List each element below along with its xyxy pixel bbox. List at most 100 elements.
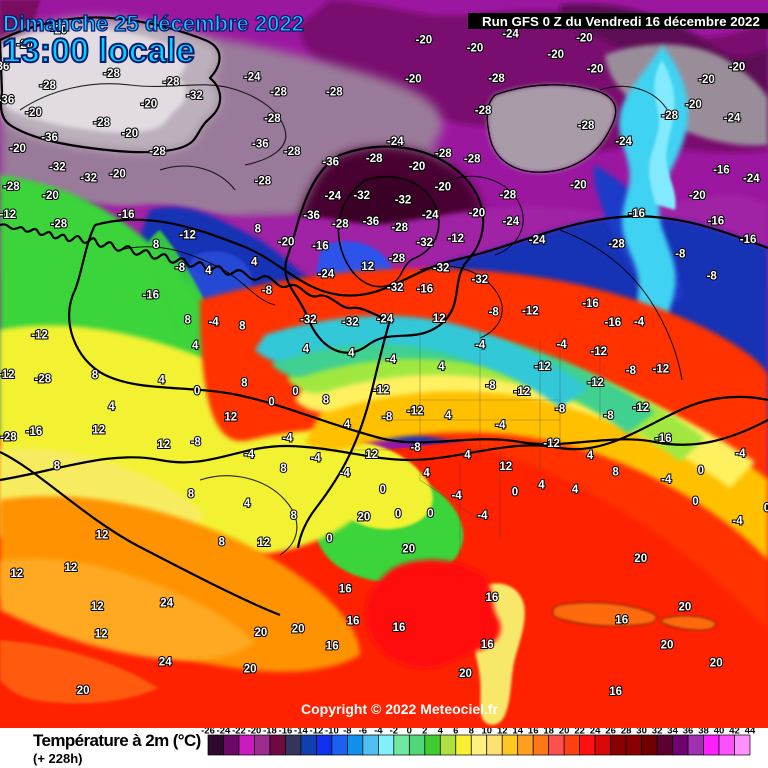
svg-text:-16: -16 <box>582 298 599 310</box>
svg-text:-8: -8 <box>603 410 614 422</box>
svg-text:-24: -24 <box>387 136 404 148</box>
svg-text:-4: -4 <box>282 432 293 444</box>
svg-text:-16: -16 <box>655 433 672 445</box>
svg-text:0: 0 <box>698 465 704 477</box>
svg-text:-32: -32 <box>186 90 203 102</box>
svg-text:28: 28 <box>621 728 632 737</box>
svg-text:-32: -32 <box>387 282 404 294</box>
svg-text:-36: -36 <box>363 216 380 228</box>
svg-text:-4: -4 <box>310 453 321 465</box>
svg-text:24: 24 <box>160 597 173 609</box>
svg-text:42: 42 <box>729 728 740 737</box>
svg-text:4: 4 <box>348 348 355 360</box>
svg-text:44: 44 <box>745 728 756 737</box>
svg-text:-36: -36 <box>303 210 320 222</box>
svg-text:-16: -16 <box>118 209 135 221</box>
svg-text:-12: -12 <box>407 406 424 418</box>
svg-text:12: 12 <box>361 261 374 273</box>
svg-text:-8: -8 <box>485 380 496 392</box>
svg-text:-8: -8 <box>343 728 351 737</box>
svg-text:-24: -24 <box>615 136 632 148</box>
svg-text:-8: -8 <box>555 403 566 415</box>
svg-text:-4: -4 <box>340 468 351 480</box>
svg-text:-12: -12 <box>590 346 607 358</box>
svg-text:16: 16 <box>326 641 339 653</box>
svg-text:-20: -20 <box>405 74 422 86</box>
svg-text:12: 12 <box>365 449 378 461</box>
svg-text:-20: -20 <box>570 180 587 192</box>
svg-text:36: 36 <box>683 728 694 737</box>
svg-text:16: 16 <box>486 592 499 604</box>
svg-text:8: 8 <box>612 467 619 479</box>
svg-text:0: 0 <box>395 509 401 521</box>
svg-text:4: 4 <box>438 728 444 737</box>
svg-text:-20: -20 <box>415 35 432 47</box>
svg-text:24: 24 <box>590 728 601 737</box>
svg-text:20: 20 <box>244 664 257 676</box>
svg-text:-8: -8 <box>175 262 186 274</box>
svg-text:-28: -28 <box>332 218 349 230</box>
svg-text:-28: -28 <box>3 181 20 193</box>
svg-text:-4: -4 <box>374 728 383 737</box>
svg-text:-36: -36 <box>322 157 339 169</box>
svg-text:4: 4 <box>423 468 430 480</box>
svg-text:-16: -16 <box>142 290 159 302</box>
svg-text:14: 14 <box>512 728 523 737</box>
svg-text:8: 8 <box>290 510 297 522</box>
svg-text:0: 0 <box>379 484 385 496</box>
svg-text:22: 22 <box>574 728 585 737</box>
svg-text:16: 16 <box>528 728 539 737</box>
svg-text:0: 0 <box>407 728 412 737</box>
svg-text:-20: -20 <box>547 49 564 61</box>
svg-text:-16: -16 <box>713 165 730 177</box>
svg-text:8: 8 <box>188 489 195 501</box>
svg-text:-16: -16 <box>416 283 433 295</box>
svg-text:-32: -32 <box>395 195 412 207</box>
svg-text:4: 4 <box>158 374 165 386</box>
svg-text:20: 20 <box>634 553 647 565</box>
svg-text:-4: -4 <box>556 339 567 351</box>
svg-text:4: 4 <box>244 498 251 510</box>
svg-text:8: 8 <box>239 321 246 333</box>
svg-text:-12: -12 <box>633 402 650 414</box>
svg-text:-28: -28 <box>326 87 343 99</box>
svg-text:-28: -28 <box>499 189 516 201</box>
svg-text:-12: -12 <box>310 728 324 737</box>
svg-text:-20: -20 <box>409 161 426 173</box>
svg-text:-32: -32 <box>300 314 317 326</box>
svg-text:4: 4 <box>572 484 579 496</box>
svg-text:-20: -20 <box>729 61 746 73</box>
svg-text:-14: -14 <box>294 728 308 737</box>
svg-text:12: 12 <box>95 629 108 641</box>
svg-text:4: 4 <box>445 410 452 422</box>
svg-text:12: 12 <box>65 562 78 574</box>
svg-text:-12: -12 <box>0 209 16 221</box>
svg-text:-12: -12 <box>587 377 604 389</box>
svg-text:-32: -32 <box>49 162 66 174</box>
svg-text:-20: -20 <box>25 107 42 119</box>
svg-text:-4: -4 <box>732 515 743 527</box>
svg-text:-4: -4 <box>451 490 462 502</box>
svg-text:-20: -20 <box>9 143 26 155</box>
svg-text:24: 24 <box>159 657 172 669</box>
svg-text:-18: -18 <box>263 728 277 737</box>
svg-text:-12: -12 <box>447 233 464 245</box>
svg-text:-28: -28 <box>608 238 625 250</box>
svg-text:-26: -26 <box>201 728 215 737</box>
svg-text:-28: -28 <box>391 222 408 234</box>
svg-text:12: 12 <box>433 313 446 325</box>
svg-text:12: 12 <box>91 601 104 613</box>
svg-text:-28: -28 <box>388 253 405 265</box>
svg-text:12: 12 <box>499 461 512 473</box>
svg-text:8: 8 <box>54 461 61 473</box>
svg-text:-28: -28 <box>284 146 301 158</box>
svg-text:0: 0 <box>692 496 698 508</box>
svg-text:30: 30 <box>636 728 647 737</box>
svg-text:20: 20 <box>459 668 472 680</box>
svg-text:4: 4 <box>464 450 471 462</box>
svg-text:-4: -4 <box>475 339 486 351</box>
svg-text:-20: -20 <box>248 728 262 737</box>
svg-text:-32: -32 <box>416 237 433 249</box>
svg-text:20: 20 <box>710 657 723 669</box>
svg-text:-24: -24 <box>377 314 394 326</box>
